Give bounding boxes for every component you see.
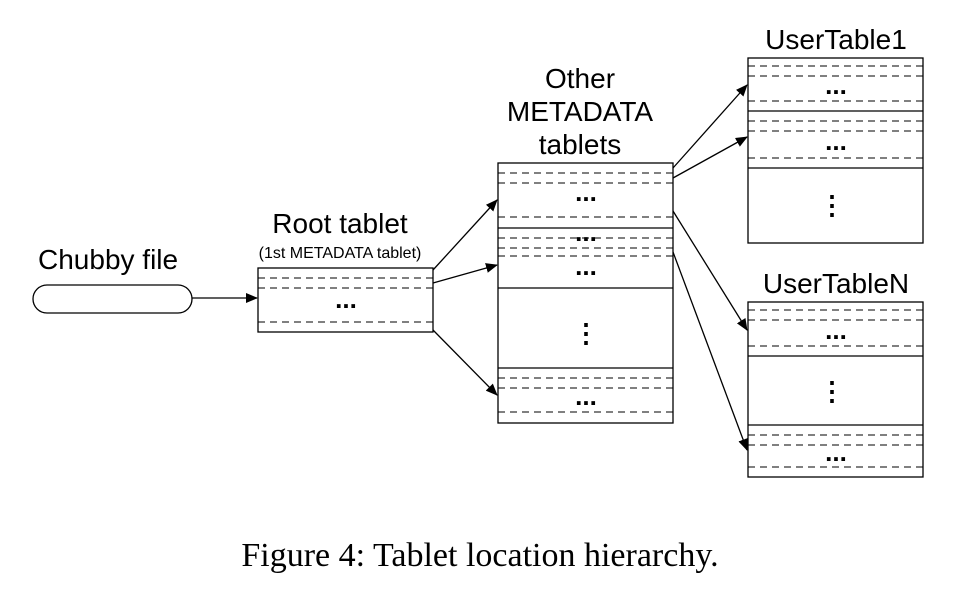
root-tablet-subtitle: (1st METADATA tablet) — [259, 245, 422, 262]
user-table-1-vertical-ellipsis: ⋮ — [819, 190, 845, 220]
root-tablet-title: Root tablet — [272, 208, 408, 239]
user-table-n-vertical-ellipsis: ⋮ — [819, 376, 845, 406]
metadata-ellipsis-3: ... — [575, 251, 597, 281]
user-table-1-ellipsis-1: ... — [825, 70, 847, 100]
metadata-ellipsis-2: ... — [575, 217, 597, 247]
arrow-root-to-metadata-1 — [432, 199, 498, 271]
user-table-1-title: UserTable1 — [765, 24, 907, 55]
metadata-tablets-box — [497, 162, 674, 424]
user-table-n-box — [747, 301, 924, 478]
metadata-title-line-1: Other — [545, 63, 615, 94]
metadata-title-line-2: METADATA — [507, 96, 654, 127]
user-table-n-title: UserTableN — [763, 268, 909, 299]
user-table-1-box — [747, 57, 924, 244]
user-table-1-ellipsis-2: ... — [825, 126, 847, 156]
user-table-n-ellipsis-1: ... — [825, 315, 847, 345]
root-tablet-box — [257, 267, 434, 333]
figure-caption: Figure 4: Tablet location hierarchy. — [241, 537, 718, 574]
arrow-metadata-to-user-table-1-b — [672, 136, 748, 179]
metadata-vertical-ellipsis: ⋮ — [573, 318, 599, 348]
arrow-root-to-metadata-3 — [432, 329, 498, 396]
metadata-title-line-3: tablets — [539, 129, 622, 160]
arrow-metadata-to-user-table-n-b — [672, 251, 748, 451]
user-table-n-ellipsis-2: ... — [825, 437, 847, 467]
metadata-ellipsis-1: ... — [575, 177, 597, 207]
metadata-ellipsis-4: ... — [575, 381, 597, 411]
root-tablet-ellipsis: ... — [335, 284, 357, 314]
arrow-root-to-metadata-2 — [432, 263, 498, 284]
chubby-file-node — [32, 284, 193, 314]
arrow-metadata-to-user-table-1-a — [672, 84, 748, 169]
arrow-metadata-to-user-table-n-a — [672, 210, 748, 331]
chubby-file-label: Chubby file — [38, 244, 178, 275]
